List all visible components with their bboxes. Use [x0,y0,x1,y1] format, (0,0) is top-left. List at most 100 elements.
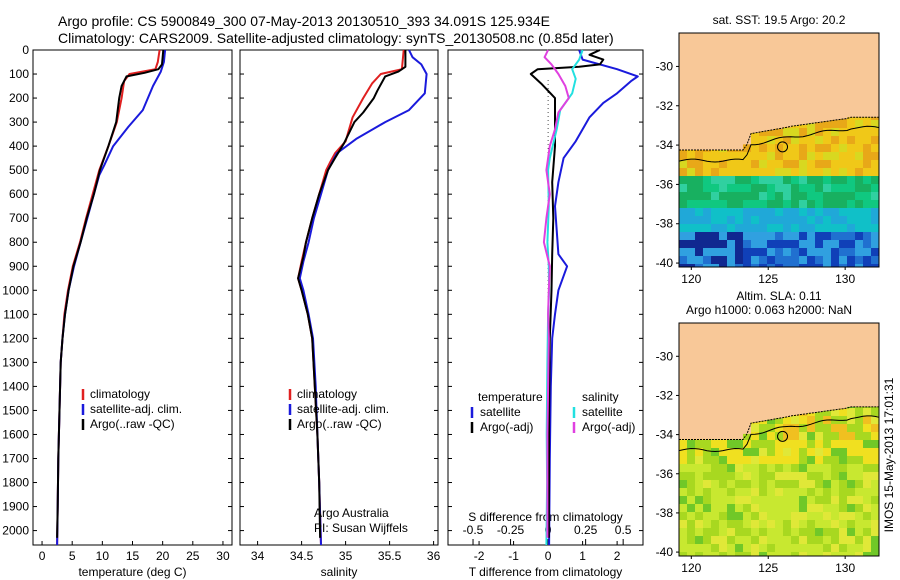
map-cell [727,240,735,248]
map-cell [727,472,735,480]
map-cell [703,256,711,264]
map-cell [719,160,727,168]
map-cell [727,176,735,184]
map-cell [727,480,735,488]
map-cell [823,472,831,480]
map-cell [783,512,791,520]
map-cell [703,200,711,208]
map-cell [751,528,759,536]
map-cell [759,248,767,256]
map-cell [679,184,687,192]
map-cell [863,416,871,424]
title-line-1: Argo profile: CS 5900849_300 07-May-2013… [58,13,550,29]
map-cell [767,544,775,552]
map-cell [839,408,847,417]
map-cell [783,480,791,488]
map-cell [871,536,879,544]
map-cell [679,464,687,472]
map-cell [679,168,687,176]
map-cell [839,168,847,176]
map-cell [791,488,799,496]
map-cell [735,176,743,184]
legend-label: satellite-adj. clim. [90,402,182,416]
map-cell [727,464,735,472]
map-cell [871,528,879,536]
map-cell [743,152,751,160]
map-cell [687,240,695,248]
map-cell [735,200,743,208]
map-cell [799,232,807,240]
map-cell [735,168,743,176]
map-cell [767,232,775,240]
y-tick-label: -38 [656,217,674,231]
map-cell [783,232,791,240]
map-cell [815,136,823,144]
x-tick-label: 10 [96,549,110,563]
map-cell [759,488,767,496]
map-cell [831,192,839,200]
map-cell [775,456,783,464]
map-cell [743,144,751,153]
map-cell [767,208,775,216]
map-cell [735,552,743,556]
x-tick-label: 34 [251,549,265,563]
map-cell [775,440,783,448]
map-cell [807,504,815,512]
map-cell [847,176,855,184]
map-cell [679,176,687,184]
map-cell [807,208,815,216]
map-cell [815,496,823,504]
map-cell [783,264,791,267]
map-cell [719,472,727,480]
map-cell [815,152,823,160]
map-cell [799,520,807,528]
map-cell [871,224,879,232]
map-cell [775,240,783,248]
map-cell [823,200,831,208]
map-cell [791,176,799,184]
map-cell [735,520,743,528]
map-cell [735,528,743,536]
map-cell [783,160,791,168]
map-cell [743,224,751,232]
map-cell [783,176,791,184]
map-cell [847,240,855,248]
map-cell [791,224,799,232]
map-cell [743,256,751,264]
map-cell [855,248,863,256]
map-cell [727,496,735,504]
legend-header-temperature: temperature [478,390,543,404]
map-cell [815,232,823,240]
map-cell [687,160,695,168]
map-cell [839,512,847,520]
temperature-profile-panel: 0100200300400500600700800900100011001200… [2,43,233,579]
map-cell [687,256,695,264]
map-cell [711,216,719,224]
map-cell [767,448,775,456]
map-cell [831,168,839,176]
map-cell [743,248,751,256]
map-cell [815,432,823,440]
map-cell [863,544,871,552]
top-x-tick-label: 0.5 [615,523,632,537]
map-cell [815,472,823,480]
map-cell [735,512,743,520]
map-cell [743,552,751,556]
map-cell [863,256,871,264]
map-cell [783,520,791,528]
map-cell [863,120,871,128]
map-cell [687,552,695,556]
map-cell [799,440,807,448]
map-cell [759,176,767,184]
map-cell [695,512,703,520]
map-cell [807,176,815,184]
map-cell [823,152,831,160]
map-cell [815,160,823,168]
map-cell [823,121,831,130]
x-tick-label: 20 [156,549,170,563]
map-cell [719,224,727,232]
map-cell [839,440,847,448]
x-tick-label: -2 [474,549,485,563]
map-cell [751,248,759,256]
map-cell [871,416,879,424]
